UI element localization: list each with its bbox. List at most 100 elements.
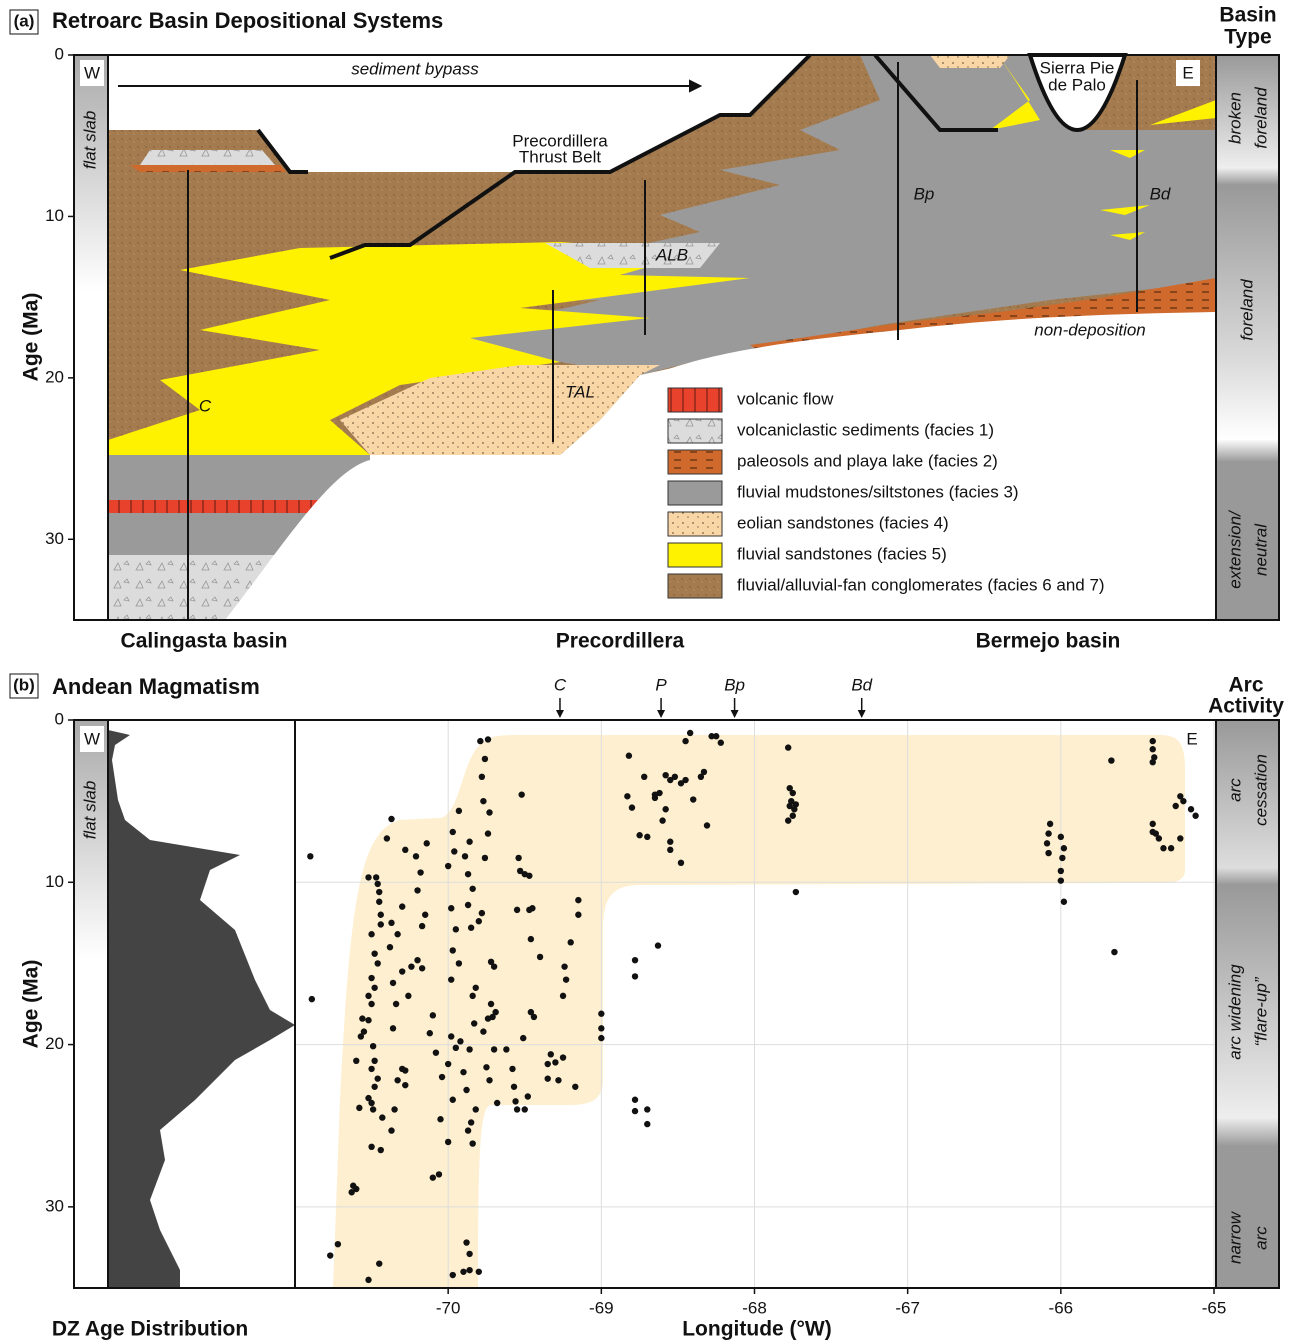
data-point <box>682 777 688 783</box>
data-point <box>408 963 414 969</box>
marker-label: Bd <box>851 675 872 694</box>
arc-phase: arc widening <box>1225 964 1244 1060</box>
data-point <box>598 1035 604 1041</box>
data-point <box>469 993 475 999</box>
data-point <box>629 804 635 810</box>
side-title: Activity <box>1208 695 1284 718</box>
y-tick-label: 10 <box>45 206 64 225</box>
data-point <box>353 1058 359 1064</box>
data-point <box>370 1106 376 1112</box>
data-point <box>370 1043 376 1049</box>
marker-label: P <box>655 675 667 694</box>
data-point <box>1045 850 1051 856</box>
legend-label: eolian sandstones (facies 4) <box>737 513 949 532</box>
data-point <box>468 1119 474 1125</box>
data-point <box>368 1066 374 1072</box>
data-point <box>450 1097 456 1103</box>
marker-arrow-head <box>858 710 866 718</box>
data-point <box>402 847 408 853</box>
data-point <box>437 1116 443 1122</box>
data-point <box>632 1097 638 1103</box>
data-point <box>1045 830 1051 836</box>
data-point <box>466 1251 472 1257</box>
eolian-sandstone <box>930 55 1010 68</box>
data-point <box>445 1139 451 1145</box>
data-point <box>485 736 491 742</box>
data-point <box>704 822 710 828</box>
data-point <box>482 756 488 762</box>
data-point <box>548 1051 554 1057</box>
arc-envelope <box>333 735 1185 1288</box>
data-point <box>436 1171 442 1177</box>
y-axis-label: Age (Ma) <box>20 293 43 382</box>
data-point <box>528 1009 534 1015</box>
data-point <box>1059 855 1065 861</box>
data-point <box>790 790 796 796</box>
panel-label: (b) <box>13 675 35 694</box>
data-point <box>528 936 534 942</box>
data-point <box>371 1084 377 1090</box>
data-point <box>655 942 661 948</box>
data-point <box>365 993 371 999</box>
data-point <box>1173 803 1179 809</box>
marker-arrow-head <box>556 710 564 718</box>
data-point <box>678 860 684 866</box>
data-point <box>1150 738 1156 744</box>
data-point <box>552 1059 558 1065</box>
data-point <box>469 1140 475 1146</box>
data-point <box>785 744 791 750</box>
data-point <box>477 738 483 744</box>
data-point <box>365 874 371 880</box>
data-point <box>1061 899 1067 905</box>
data-point <box>468 925 474 931</box>
bypass-label: sediment bypass <box>351 59 479 78</box>
data-point <box>485 830 491 836</box>
data-point <box>518 791 524 797</box>
data-point <box>1108 757 1114 763</box>
data-point <box>494 1100 500 1106</box>
data-point <box>486 809 492 815</box>
x-tick-label: -67 <box>895 1298 920 1317</box>
side-title: Basin <box>1219 4 1276 27</box>
data-point <box>466 839 472 845</box>
data-point <box>713 733 719 739</box>
data-point <box>491 1046 497 1052</box>
data-point <box>466 1046 472 1052</box>
data-point <box>486 1077 492 1083</box>
dz-label: DZ Age Distribution <box>52 1318 248 1341</box>
data-point <box>445 1061 451 1067</box>
data-point <box>598 1011 604 1017</box>
data-point <box>460 1269 466 1275</box>
data-point <box>424 840 430 846</box>
data-point <box>1192 813 1198 819</box>
data-point <box>359 1015 365 1021</box>
west-label: W <box>84 729 100 748</box>
data-point <box>1058 877 1064 883</box>
data-point <box>626 753 632 759</box>
y-tick-label: 10 <box>45 872 64 891</box>
data-point <box>378 921 384 927</box>
data-point <box>672 774 678 780</box>
data-point <box>667 839 673 845</box>
data-point <box>463 1239 469 1245</box>
slab-label: flat slab <box>80 111 99 170</box>
data-point <box>309 996 315 1002</box>
data-point <box>368 931 374 937</box>
data-point <box>529 905 535 911</box>
arc-phase: cessation <box>1251 754 1270 826</box>
data-point <box>537 954 543 960</box>
data-point <box>476 1269 482 1275</box>
data-point <box>1156 835 1162 841</box>
basin-type: foreland <box>1237 279 1256 341</box>
panel-label: (a) <box>14 11 35 30</box>
data-point <box>512 1098 518 1104</box>
y-tick-label: 20 <box>45 1034 64 1053</box>
data-point <box>457 1038 463 1044</box>
data-point <box>453 926 459 932</box>
arc-phase: arc <box>1251 1226 1270 1250</box>
data-point <box>1058 868 1064 874</box>
data-point <box>399 903 405 909</box>
data-point <box>450 1272 456 1278</box>
data-point <box>1111 949 1117 955</box>
data-point <box>413 853 419 859</box>
